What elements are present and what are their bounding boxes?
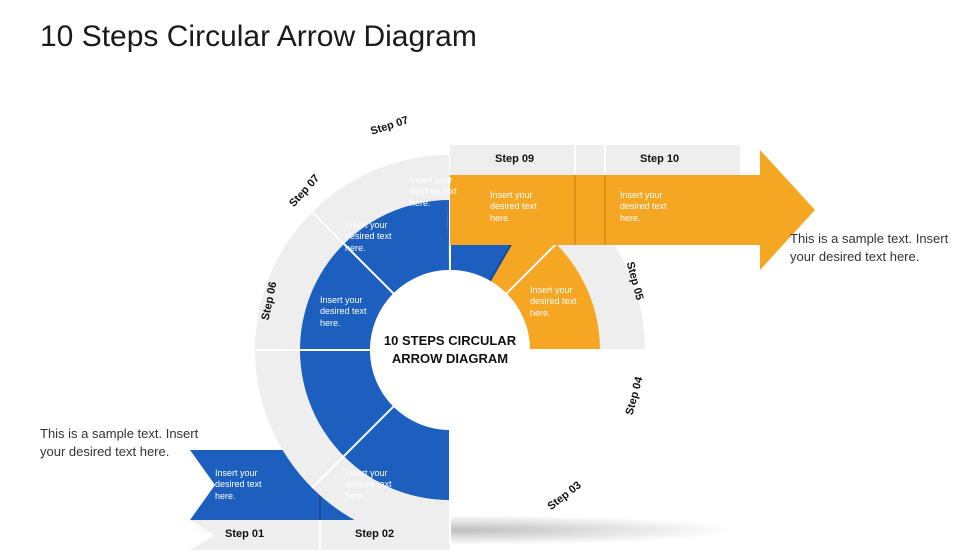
caption-left: This is a sample text. Insert your desir… [40, 425, 205, 460]
desc-step-07: Insert your desired text here. [345, 220, 410, 254]
label-step-01: Step 01 [225, 528, 264, 540]
page-title: 10 Steps Circular Arrow Diagram [40, 20, 477, 54]
label-step-09: Step 09 [495, 153, 534, 165]
desc-step-07b: Insert your desired text here. [410, 175, 475, 209]
center-label: 10 STEPS CIRCULAR ARROW DIAGRAM [370, 270, 530, 430]
desc-step-02: Insert your desired text here. [345, 468, 410, 502]
diagram-stage: 10 STEPS CIRCULAR ARROW DIAGRAM This is … [0, 60, 965, 558]
desc-step-05: Insert your desired text here. [530, 285, 595, 319]
label-step-02: Step 02 [355, 528, 394, 540]
desc-step-10: Insert your desired text here. [620, 190, 685, 224]
desc-step-03: Insert your desired text here. [485, 440, 550, 474]
desc-step-01: Insert your desired text here. [215, 468, 280, 502]
caption-right: This is a sample text. Insert your desir… [790, 230, 955, 265]
label-step-10: Step 10 [640, 153, 679, 165]
desc-step-09: Insert your desired text here. [490, 190, 555, 224]
desc-step-04: Insert your desired text here. [530, 360, 595, 394]
